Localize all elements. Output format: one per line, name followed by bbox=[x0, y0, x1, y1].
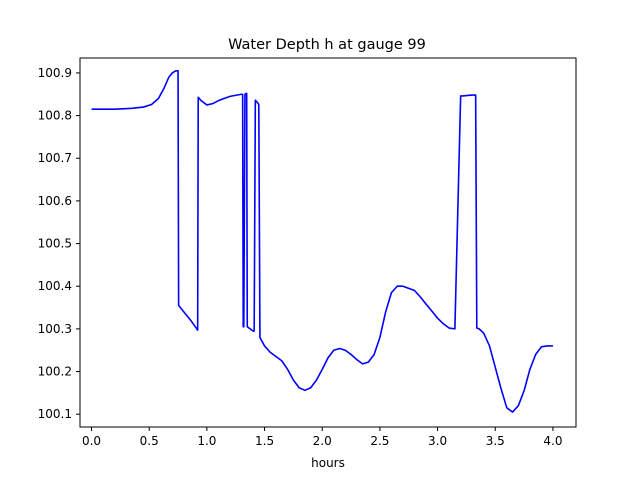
chart-title: Water Depth h at gauge 99 bbox=[228, 37, 426, 53]
x-tick-label: 3.0 bbox=[428, 434, 447, 448]
y-tick-label: 100.2 bbox=[38, 365, 72, 379]
x-tick-label: 2.5 bbox=[370, 434, 389, 448]
y-tick-label: 100.9 bbox=[38, 66, 72, 80]
plot-area bbox=[91, 70, 553, 413]
y-tick-label: 100.5 bbox=[38, 237, 72, 251]
y-tick-label: 100.3 bbox=[38, 322, 72, 336]
x-tick-label: 0.0 bbox=[82, 434, 101, 448]
x-axis-label: hours bbox=[311, 456, 345, 470]
x-tick-label: 1.5 bbox=[255, 434, 274, 448]
x-tick-label: 1.0 bbox=[197, 434, 216, 448]
series-line bbox=[91, 70, 553, 413]
y-tick-label: 100.1 bbox=[38, 407, 72, 421]
x-tick-label: 2.0 bbox=[313, 434, 332, 448]
x-axis: 0.0 0.5 1.0 1.5 2.0 2.5 3.0 3.5 4.0 bbox=[82, 427, 562, 448]
plot-frame bbox=[79, 57, 577, 428]
x-tick-label: 3.5 bbox=[486, 434, 505, 448]
x-tick-label: 0.5 bbox=[140, 434, 159, 448]
y-tick-label: 100.4 bbox=[38, 279, 72, 293]
y-tick-label: 100.8 bbox=[38, 109, 72, 123]
y-tick-label: 100.6 bbox=[38, 194, 72, 208]
y-tick-label: 100.7 bbox=[38, 151, 72, 165]
x-tick-label: 4.0 bbox=[543, 434, 562, 448]
y-axis: 100.1 100.2 100.3 100.4 100.5 100.6 100.7 100.8… bbox=[38, 66, 80, 421]
